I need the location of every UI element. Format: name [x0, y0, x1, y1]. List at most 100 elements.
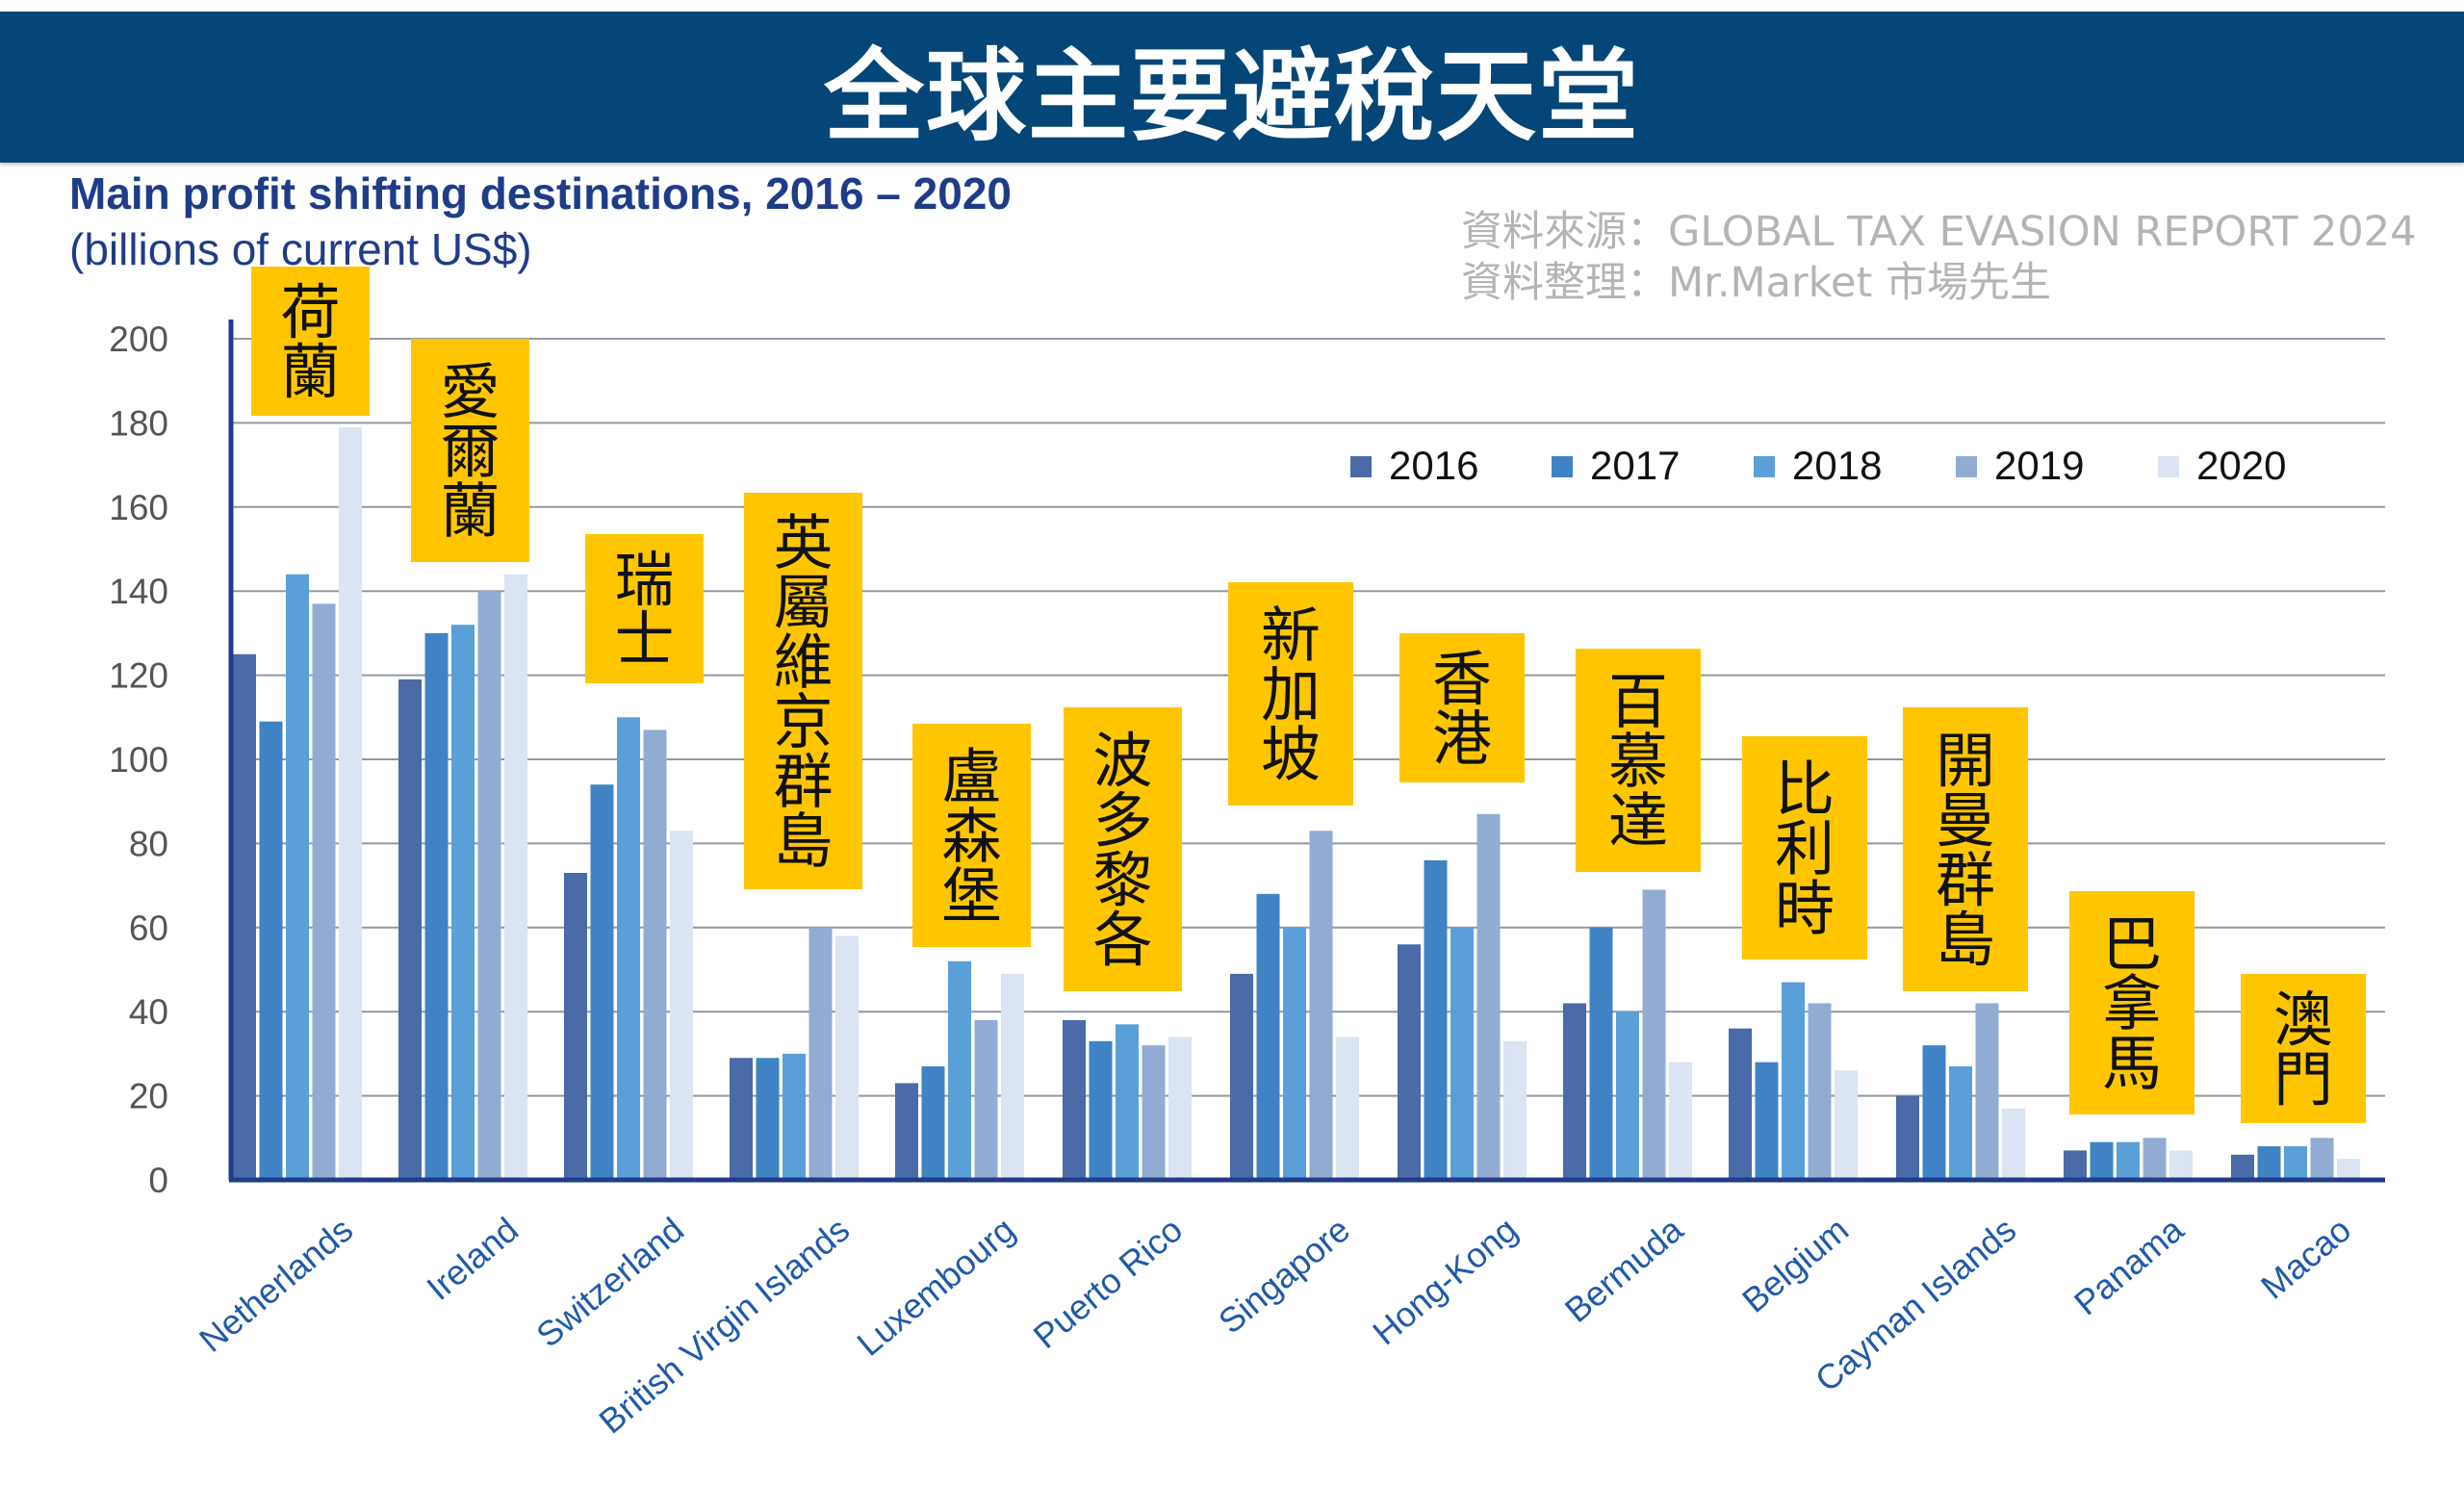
y-tick-label: 80: [129, 824, 168, 863]
x-tick-label: Belgium: [1734, 1210, 1856, 1320]
bar-2020-netherlands: [339, 426, 362, 1180]
bar-2018-singapore: [1283, 927, 1306, 1180]
bar-2019-british-virgin-islands: [808, 927, 833, 1180]
bar-2017-bermuda: [1589, 927, 1613, 1180]
bar-2016-cayman-islands: [1896, 1095, 1919, 1180]
y-tick-label: 60: [129, 909, 168, 948]
bar-2017-hong-kong: [1424, 859, 1448, 1180]
bar-2018-bermuda: [1616, 1011, 1639, 1180]
bar-2020-luxembourg: [1001, 973, 1024, 1180]
bar-2017-switzerland: [590, 784, 614, 1180]
bar-2017-luxembourg: [921, 1066, 945, 1180]
bar-2018-netherlands: [286, 574, 309, 1180]
x-tick-label: Bermuda: [1557, 1209, 1691, 1330]
bar-2019-netherlands: [312, 603, 336, 1180]
zh-label-text: 波多黎各: [1092, 726, 1152, 975]
zh-label-text: 香港: [1432, 644, 1492, 774]
bar-2019-luxembourg: [974, 1019, 998, 1180]
axes-layer: 0 20 40 60 80 100 120 140 160 180 200: [109, 320, 2385, 1200]
zh-label-box: 盧森堡: [912, 724, 1031, 947]
zh-label-bg: [251, 267, 370, 416]
zh-label-bg: [411, 339, 529, 562]
zh-label-bg: [1399, 633, 1525, 782]
zh-label-box: 英屬維京群島: [744, 493, 862, 889]
bar-2020-singapore: [1336, 1037, 1359, 1180]
bar-2017-puerto-rico: [1089, 1040, 1113, 1180]
zh-label-text: 開曼群島: [1936, 726, 1995, 975]
bar-2016-macao: [2231, 1154, 2254, 1180]
bar-2020-puerto-rico: [1168, 1037, 1192, 1180]
legend-swatch-2020: [2158, 456, 2179, 477]
bar-2017-panama: [2090, 1141, 2114, 1180]
bar-2019-switzerland: [643, 730, 667, 1180]
zh-label-bg: [1228, 582, 1353, 806]
zh-label-box: 澳門: [2241, 974, 2366, 1123]
bar-2019-belgium: [1808, 1003, 1832, 1180]
y-tick-label: 200: [109, 320, 168, 359]
legend: 2016 2017 2018 2019 2020: [1350, 443, 2286, 488]
zh-label-text: 英屬維京群島: [773, 507, 833, 876]
bar-2018-british-virgin-islands: [783, 1053, 806, 1180]
zh-label-text: 愛爾蘭: [440, 356, 500, 546]
y-tick-label: 40: [129, 992, 168, 1032]
bar-2020-bermuda: [1669, 1062, 1692, 1180]
x-tick-label: Hong-Kong: [1365, 1210, 1525, 1352]
legend-label-2018: 2018: [1792, 443, 1882, 488]
bar-2016-puerto-rico: [1063, 1019, 1086, 1180]
legend-label-2017: 2017: [1590, 443, 1680, 488]
top-margin: [0, 0, 2464, 12]
y-tick-label: 120: [109, 656, 168, 696]
bar-2017-netherlands: [259, 721, 283, 1180]
bar-2016-ireland: [398, 678, 422, 1180]
zh-label-text: 新加坡: [1261, 600, 1321, 789]
zh-label-box: 百慕達: [1576, 649, 1701, 872]
zh-label-text: 巴拿馬: [2102, 909, 2162, 1098]
bar-2019-macao: [2310, 1138, 2334, 1180]
bar-2019-bermuda: [1642, 889, 1666, 1180]
bar-2020-switzerland: [670, 831, 693, 1180]
x-tick-label: Switzerland: [528, 1210, 691, 1355]
legend-swatch-2018: [1754, 456, 1775, 477]
zh-label-box: 巴拿馬: [2069, 891, 2194, 1114]
bar-2018-puerto-rico: [1116, 1024, 1139, 1180]
bar-2016-belgium: [1729, 1028, 1752, 1180]
title-banner: 全球主要避稅天堂: [0, 12, 2464, 163]
x-tick-label: Ireland: [419, 1210, 526, 1308]
zh-label-box: 愛爾蘭: [411, 339, 529, 562]
zh-label-box: 波多黎各: [1064, 707, 1182, 991]
bar-2016-british-virgin-islands: [730, 1058, 753, 1180]
zh-label-box: 瑞士: [585, 534, 704, 683]
legend-label-2016: 2016: [1389, 443, 1478, 488]
zh-label-bg: [912, 724, 1031, 947]
bar-2020-panama: [2169, 1150, 2193, 1180]
bar-2018-luxembourg: [948, 960, 971, 1180]
bar-2017-singapore: [1256, 893, 1280, 1180]
bar-2016-hong-kong: [1398, 944, 1421, 1180]
bar-2018-panama: [2117, 1141, 2140, 1180]
zh-label-text: 澳門: [2273, 985, 2333, 1114]
x-tick-label: Netherlands: [192, 1210, 360, 1360]
y-tick-label: 20: [129, 1077, 168, 1116]
bar-2017-british-virgin-islands: [756, 1058, 780, 1180]
bar-2016-singapore: [1230, 973, 1253, 1180]
y-tick-label: 140: [109, 572, 168, 611]
bar-2017-ireland: [424, 632, 449, 1180]
bar-2016-bermuda: [1563, 1003, 1586, 1180]
bar-2019-ireland: [477, 591, 501, 1180]
zh-label-text: 比利時: [1775, 754, 1835, 943]
bar-2017-macao: [2257, 1146, 2281, 1180]
zh-label-box: 比利時: [1742, 736, 1867, 960]
y-tick-label: 0: [148, 1161, 168, 1200]
bar-2020-ireland: [504, 574, 527, 1180]
x-tick-label: Singapore: [1211, 1210, 1357, 1342]
compiler-line: 資料整理：Mr.Market 市場先生: [1461, 259, 2051, 307]
x-tick-label: Panama: [2066, 1209, 2192, 1322]
bar-2018-ireland: [451, 625, 475, 1180]
bar-2018-cayman-islands: [1949, 1066, 1972, 1180]
bar-2018-hong-kong: [1450, 927, 1474, 1180]
y-tick-label: 100: [109, 740, 168, 780]
bar-2019-puerto-rico: [1142, 1045, 1166, 1180]
banner-title: 全球主要避稅天堂: [823, 38, 1640, 155]
